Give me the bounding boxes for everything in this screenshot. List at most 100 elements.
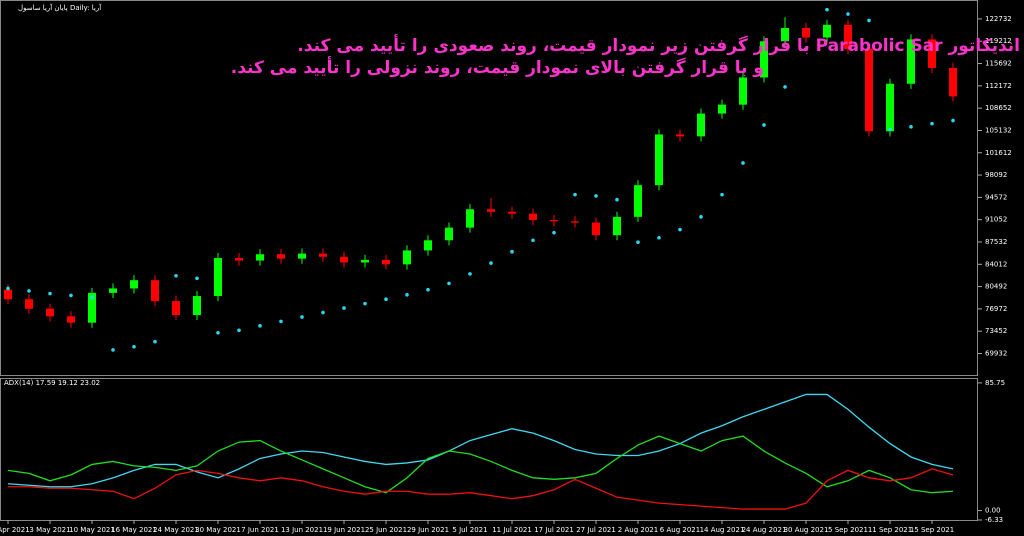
candle-body	[214, 258, 222, 297]
chart-title: پایان آریا ساسول Daily: آریا	[18, 3, 102, 12]
sar-dot	[678, 227, 682, 232]
candle-body	[781, 27, 789, 42]
candle-body	[928, 39, 936, 68]
sar-dot	[237, 328, 241, 333]
sar-dot	[489, 261, 493, 265]
candle-body	[88, 292, 96, 323]
x-tick-label: 13 Jun 2021	[281, 526, 323, 534]
sar-dot	[552, 230, 556, 235]
sar-dot	[27, 289, 31, 293]
x-tick-label: 7 Jun 2021	[241, 526, 279, 534]
y-tick-label: 87532	[985, 238, 1007, 246]
candle-body	[424, 240, 432, 251]
x-tick-label: 5 Sep 2021	[828, 526, 868, 534]
indicator-line	[8, 468, 954, 510]
x-tick-label: 14 Aug 2021	[700, 526, 745, 534]
sar-dot	[279, 319, 283, 324]
y-tick-label: 0.00	[985, 507, 1001, 515]
x-tick-label: 30 May 2021	[195, 526, 241, 534]
sar-dot	[174, 273, 178, 278]
sar-dot	[930, 121, 934, 126]
x-tick-label: 25 Jun 2021	[365, 526, 407, 534]
sar-dot	[888, 127, 892, 132]
candle-body	[403, 250, 411, 265]
sar-dot	[615, 197, 619, 202]
x-tick-label: 5 Jul 2021	[452, 526, 487, 534]
candle-body	[697, 113, 705, 137]
sar-dot	[762, 123, 766, 127]
sar-dot	[594, 194, 598, 198]
sar-dot	[132, 344, 136, 349]
x-tick-label: 11 Sep 2021	[868, 526, 912, 534]
sar-dot	[468, 272, 472, 276]
x-tick-label: 29 Jun 2021	[407, 526, 449, 534]
sar-dot	[825, 7, 829, 12]
y-tick-label: 122732	[985, 15, 1012, 23]
x-tick-label: 15 Sep 2021	[910, 526, 954, 534]
y-tick-label: 91052	[985, 216, 1007, 224]
x-tick-label: 11 Jul 2021	[492, 526, 532, 534]
sar-dot	[531, 238, 535, 243]
candle-body	[235, 258, 243, 261]
y-tick-label: 69932	[985, 350, 1007, 358]
y-tick-label: -6.33	[985, 516, 1003, 524]
sar-dot	[258, 324, 262, 328]
candle-body	[256, 254, 264, 261]
candle-body	[25, 299, 33, 309]
sar-dot	[657, 235, 661, 240]
candle-body	[46, 308, 54, 317]
y-tick-label: 115692	[985, 60, 1012, 68]
sar-dot	[867, 18, 871, 23]
x-tick-label: 17 Jul 2021	[534, 526, 574, 534]
y-tick-label: 105132	[985, 126, 1012, 134]
candle-body	[634, 185, 642, 217]
candle-body	[886, 83, 894, 132]
x-tick-label: 19 Jun 2021	[323, 526, 365, 534]
sar-dot	[909, 125, 913, 129]
y-tick-label: 94572	[985, 193, 1007, 201]
sar-dot	[342, 306, 346, 310]
candle-body	[760, 41, 768, 78]
candle-body	[172, 301, 180, 316]
sar-dot	[783, 85, 787, 89]
candle-body	[676, 134, 684, 137]
sar-dot	[804, 47, 808, 51]
sub-frame	[0, 378, 978, 521]
sar-dot	[846, 12, 850, 16]
candle-body	[382, 259, 390, 265]
main-frame	[0, 0, 978, 376]
sar-dot	[363, 301, 367, 306]
sar-dot	[48, 291, 52, 296]
sar-dot	[90, 295, 94, 300]
y-tick-label: 112172	[985, 82, 1012, 90]
candle-body	[592, 222, 600, 236]
candle-body	[340, 256, 348, 263]
candle-body	[361, 259, 369, 263]
sar-dot	[69, 293, 73, 298]
y-tick-label: 76972	[985, 305, 1007, 313]
candle-body	[550, 220, 558, 222]
annotation: و با قرار گرفتن بالای نمودار قیمت، روند …	[230, 58, 764, 78]
candle-body	[844, 24, 852, 49]
x-tick-label: 24 Aug 2021	[742, 526, 787, 534]
x-tick-label: 30 Aug 2021	[784, 526, 829, 534]
sar-dot	[405, 292, 409, 297]
candle-body	[151, 280, 159, 302]
sar-dot	[951, 118, 955, 123]
y-tick-label: 80492	[985, 283, 1007, 291]
sar-dot	[699, 215, 703, 219]
sar-dot	[321, 310, 325, 315]
x-tick-label: 27 Apr 2021	[0, 526, 30, 534]
candle-body	[655, 134, 663, 186]
y-tick-label: 84012	[985, 260, 1007, 268]
sar-dot	[573, 192, 577, 197]
candle-body	[109, 288, 117, 293]
candle-body	[487, 209, 495, 212]
candle-body	[802, 27, 810, 38]
candle-body	[529, 213, 537, 221]
candle-body	[193, 296, 201, 316]
indicator-title: ADX(14) 17.59 19.12 23.02	[4, 379, 100, 387]
sar-dot	[153, 339, 157, 344]
